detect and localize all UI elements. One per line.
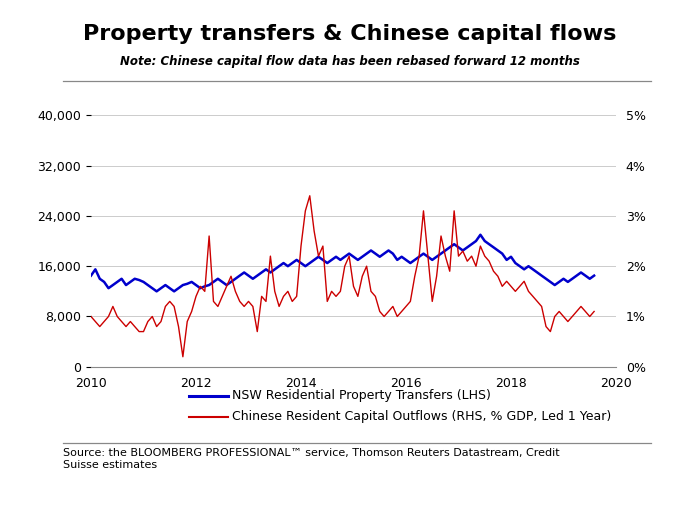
Text: Property transfers & Chinese capital flows: Property transfers & Chinese capital flo… — [83, 24, 617, 43]
Text: Source: the BLOOMBERG PROFESSIONAL™ service, Thomson Reuters Datastream, Credit
: Source: the BLOOMBERG PROFESSIONAL™ serv… — [63, 448, 559, 470]
Text: Chinese Resident Capital Outflows (RHS, % GDP, Led 1 Year): Chinese Resident Capital Outflows (RHS, … — [232, 410, 612, 423]
Text: Note: Chinese capital flow data has been rebased forward 12 months: Note: Chinese capital flow data has been… — [120, 55, 580, 68]
Text: NSW Residential Property Transfers (LHS): NSW Residential Property Transfers (LHS) — [232, 389, 491, 402]
